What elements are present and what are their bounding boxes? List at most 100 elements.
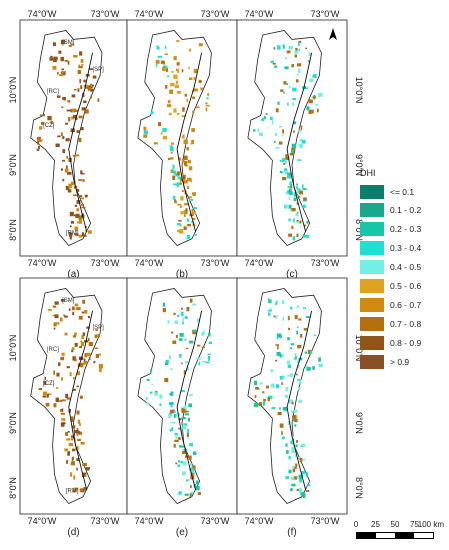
legend-swatch [360,297,384,312]
dhi-pixel [176,171,181,176]
dhi-pixel [270,383,275,388]
dhi-pixel [145,397,148,400]
dhi-pixel [75,154,80,157]
dhi-pixel [76,467,78,471]
dhi-pixel [182,317,185,323]
dhi-pixel [181,445,186,448]
dhi-pixel [286,83,289,86]
dhi-pixel [66,366,71,369]
longitude-tick: 74°0'W [135,516,164,526]
dhi-pixel [174,199,177,203]
river-line [286,310,313,491]
dhi-pixel [188,166,193,171]
dhi-pixel [193,68,198,74]
dhi-pixel [172,340,177,344]
dhi-pixel [182,450,187,455]
dhi-pixel [290,343,295,346]
dhi-pixel [173,56,177,61]
dhi-pixel [72,155,75,157]
dhi-pixel [200,87,203,91]
dhi-pixel [155,63,158,67]
dhi-pixel [192,211,197,215]
dhi-pixel [176,68,179,73]
dhi-pixel [179,178,183,182]
dhi-pixel [53,57,57,63]
dhi-pixel [76,458,80,462]
dhi-pixel [262,401,265,406]
dhi-pixel [296,373,298,376]
dhi-pixel [287,316,290,321]
dhi-pixel [69,211,74,217]
dhi-pixel [83,361,88,365]
dhi-pixel [80,441,85,445]
dhi-pixel [207,357,210,360]
dhi-pixel [63,96,66,101]
north-arrow-icon [329,28,337,40]
dhi-pixel [88,357,91,361]
dhi-pixel [184,410,189,413]
longitude-tick: 74°0'W [135,9,164,19]
dhi-pixel [76,221,80,224]
latitude-tick: 10°0'N [354,77,364,104]
dhi-pixel [275,344,279,346]
dhi-pixel [83,358,86,363]
dhi-pixel [81,64,84,66]
dhi-pixel [296,326,299,328]
dhi-pixel [78,195,83,198]
dhi-pixel [303,197,307,201]
dhi-pixel [56,387,59,389]
dhi-pixel [88,341,94,347]
dhi-pixel [270,60,274,64]
region-label: [RM] [66,488,79,494]
dhi-pixel [297,378,300,381]
dhi-pixel [298,40,302,44]
dhi-pixel [150,111,154,114]
dhi-pixel [290,440,294,445]
dhi-pixel [310,109,314,114]
dhi-pixel [259,132,263,137]
dhi-pixel [293,121,297,125]
dhi-pixel [153,142,158,145]
dhi-pixel [181,417,186,420]
dhi-pixel [285,204,288,209]
longitude-tick: 74°0'W [245,9,274,19]
dhi-pixel [169,409,174,414]
dhi-pixel [166,104,172,108]
dhi-pixel [182,179,186,182]
dhi-pixel [74,226,78,231]
latitude-tick: 8°0'N [354,477,364,499]
dhi-pixel [62,71,67,73]
latitude-tick: 10°0'N [354,335,364,362]
dhi-pixel [169,402,174,406]
dhi-pixel [82,332,86,336]
dhi-pixel [171,142,174,145]
dhi-pixel [183,180,188,184]
dhi-pixel [82,234,87,237]
dhi-pixel [171,427,174,432]
dhi-pixel [98,363,104,369]
dhi-pixel [64,60,68,62]
dhi-pixel [70,43,75,46]
dhi-pixel [61,106,64,109]
dhi-pixel [295,47,298,53]
dhi-pixel [183,423,188,427]
dhi-pixel [181,135,185,139]
dhi-pixel [71,349,74,353]
dhi-pixel [276,351,281,356]
dhi-pixel [173,74,178,79]
dhi-pixel [162,307,166,313]
dhi-legend: DHI <= 0.1 0.1 - 0.2 0.2 - 0.3 0.3 - 0.4 0.4… [360,168,421,373]
dhi-pixel [71,108,76,113]
dhi-pixel [59,317,63,322]
dhi-pixel [285,192,290,194]
dhi-pixel [146,402,150,405]
dhi-pixel [268,395,273,400]
dhi-pixel [304,351,308,354]
scale-bar: 0 25 50 75 100 km [354,520,444,539]
dhi-pixel [176,62,180,66]
scale-label: 100 km [417,520,444,529]
dhi-pixel [78,315,83,320]
dhi-pixel [155,390,158,394]
dhi-pixel [291,149,294,154]
dhi-pixel [60,71,64,75]
